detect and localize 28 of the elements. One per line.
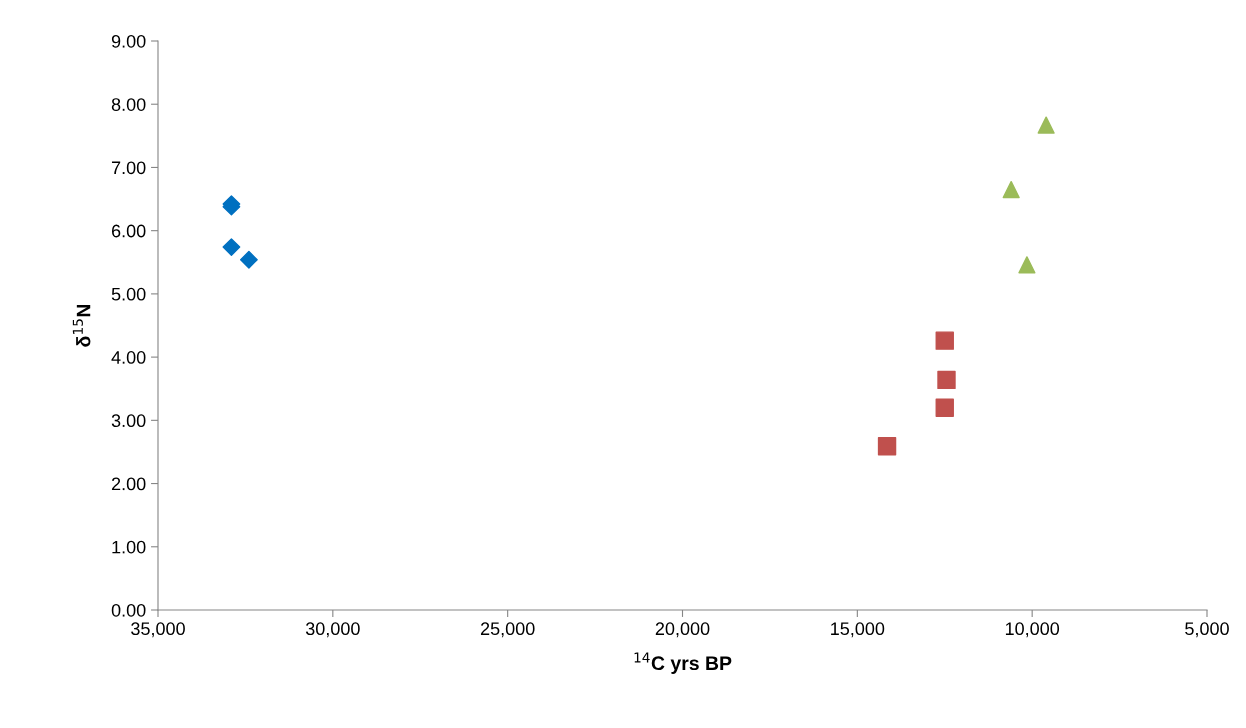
y-tick-label: 1.00 bbox=[112, 540, 146, 554]
point bbox=[935, 331, 954, 350]
x-tick-label: 35,000 bbox=[131, 622, 185, 638]
y-tick-label: 2.00 bbox=[111, 477, 146, 491]
x-tick-label: 5,000 bbox=[1185, 622, 1229, 638]
point bbox=[937, 370, 956, 390]
y-axis-title: δ$^{15}$N bbox=[72, 304, 91, 347]
point bbox=[222, 238, 241, 257]
y-tick-label: 3.00 bbox=[111, 414, 146, 428]
point bbox=[240, 250, 258, 269]
point bbox=[1037, 116, 1055, 134]
x-tick-label: 15,000 bbox=[831, 622, 885, 638]
x-tick-label: 20,000 bbox=[655, 622, 710, 638]
y-tick-label: 4.00 bbox=[111, 351, 146, 364]
x-tick-label: 10,000 bbox=[1005, 622, 1060, 638]
y-tick-label: 8.00 bbox=[111, 98, 146, 111]
x-tick-label: 25,000 bbox=[480, 622, 535, 638]
x-axis-title: $^{14}$C yrs BP bbox=[634, 652, 732, 674]
point bbox=[877, 437, 897, 456]
point bbox=[1018, 256, 1036, 274]
y-tick-label: 5.00 bbox=[111, 287, 146, 301]
y-tick-label: 6.00 bbox=[111, 224, 146, 238]
point bbox=[1002, 180, 1020, 199]
y-tick-label: 7.00 bbox=[111, 161, 146, 175]
x-tick-label: 30,000 bbox=[305, 622, 360, 638]
y-tick-label: 0.00 bbox=[111, 603, 146, 617]
point bbox=[935, 398, 954, 417]
y-tick-label: 9.00 bbox=[111, 34, 146, 48]
